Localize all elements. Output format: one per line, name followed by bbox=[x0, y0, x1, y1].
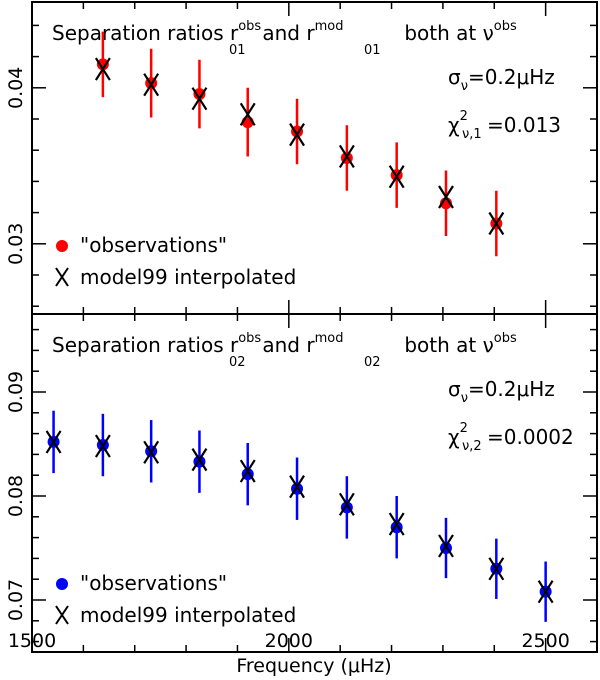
y-tick-label: 0.07 bbox=[5, 579, 27, 621]
panel-frame bbox=[31, 313, 598, 653]
y-tick-label: 0.09 bbox=[5, 371, 27, 413]
title-text: Separation ratios r bbox=[52, 21, 239, 45]
sigma-base: σ bbox=[448, 65, 461, 89]
title-text: and r bbox=[256, 21, 315, 45]
y-tick-label: 0.03 bbox=[5, 223, 27, 265]
model-cross-point bbox=[45, 430, 62, 454]
title-text: Separation ratios r bbox=[52, 333, 239, 357]
title-sub: 01 bbox=[229, 43, 246, 58]
legend-model-marker bbox=[55, 605, 69, 625]
title-sub: 02 bbox=[364, 355, 381, 370]
sigma-sub: ν bbox=[461, 391, 468, 406]
model-cross-point bbox=[338, 492, 355, 516]
sigma-annotation: σν=0.2μHz bbox=[448, 377, 555, 406]
legend-model-label: model99 interpolated bbox=[80, 603, 296, 627]
title-text: both at ν bbox=[398, 21, 494, 45]
model-cross-point bbox=[338, 144, 355, 169]
title-sup: mod bbox=[315, 19, 344, 34]
title-text: and r bbox=[256, 333, 315, 357]
sigma-sub: ν bbox=[461, 79, 468, 94]
model-cross-point bbox=[438, 185, 454, 209]
title-sup: obs bbox=[494, 19, 517, 34]
model-cross-point bbox=[537, 580, 554, 604]
legend-observation-label: "observations" bbox=[80, 233, 227, 257]
title-sup: obs bbox=[238, 331, 261, 346]
observation-point bbox=[96, 58, 109, 71]
title-text: both at ν bbox=[398, 333, 494, 357]
title-sup: obs bbox=[238, 19, 261, 34]
sigma-base: σ bbox=[448, 377, 461, 401]
chi-sup: 2 bbox=[460, 421, 468, 436]
model-cross-point bbox=[289, 123, 305, 147]
model-cross-point bbox=[388, 512, 405, 536]
y-tick-label: 0.04 bbox=[5, 67, 27, 109]
observation-point bbox=[193, 88, 206, 101]
chi-sub: ν,2 bbox=[462, 439, 482, 454]
chi-annotation: χ2 ν,1 =0.013 bbox=[448, 109, 561, 142]
x-tick-label: 2500 bbox=[521, 630, 569, 652]
model-cross-point bbox=[289, 475, 305, 499]
legend-model-marker bbox=[55, 267, 69, 287]
legend-observation-label: "observations" bbox=[80, 571, 227, 595]
model-cross-point bbox=[388, 165, 405, 189]
chi-value: =0.013 bbox=[487, 113, 561, 137]
title-sub: 02 bbox=[229, 355, 246, 370]
model-cross-point bbox=[488, 211, 505, 236]
x-tick-label: 2000 bbox=[265, 630, 313, 652]
chi-annotation: χ2 ν,2 =0.0002 bbox=[448, 421, 574, 454]
x-axis-label: Frequency (μHz) bbox=[236, 655, 391, 677]
chi-base: χ bbox=[448, 113, 460, 137]
chi-sup: 2 bbox=[460, 109, 468, 124]
model-cross-point bbox=[488, 557, 505, 581]
model-cross-point bbox=[143, 73, 160, 97]
chi-base: χ bbox=[448, 425, 460, 449]
legend-model-label: model99 interpolated bbox=[80, 265, 296, 289]
chi-value: =0.0002 bbox=[487, 425, 574, 449]
model-cross-point bbox=[191, 448, 208, 472]
model-cross-point bbox=[94, 434, 111, 458]
sigma-annotation: σν=0.2μHz bbox=[448, 65, 555, 94]
panel-title: Separation ratios robs 01 and rmod01 both… bbox=[52, 19, 517, 58]
model-cross-point bbox=[191, 87, 208, 111]
sigma-value: =0.2μHz bbox=[468, 377, 555, 401]
model-cross-point bbox=[143, 440, 160, 464]
model-cross-point bbox=[239, 102, 256, 126]
model-cross-point bbox=[94, 57, 111, 81]
model-cross-point bbox=[438, 534, 454, 558]
chi-sub: ν,1 bbox=[462, 127, 482, 142]
panel-title: Separation ratios robs 02 and rmod02 both… bbox=[52, 331, 517, 370]
model-cross-point bbox=[239, 459, 256, 483]
sigma-value: =0.2μHz bbox=[468, 65, 555, 89]
title-sup: mod bbox=[315, 331, 344, 346]
title-sub: 01 bbox=[364, 43, 381, 58]
title-sup: obs bbox=[494, 331, 517, 346]
y-tick-label: 0.08 bbox=[5, 475, 27, 517]
x-tick-label: 1500 bbox=[8, 630, 56, 652]
legend-observation-marker bbox=[56, 578, 68, 590]
legend-observation-marker bbox=[56, 240, 68, 252]
